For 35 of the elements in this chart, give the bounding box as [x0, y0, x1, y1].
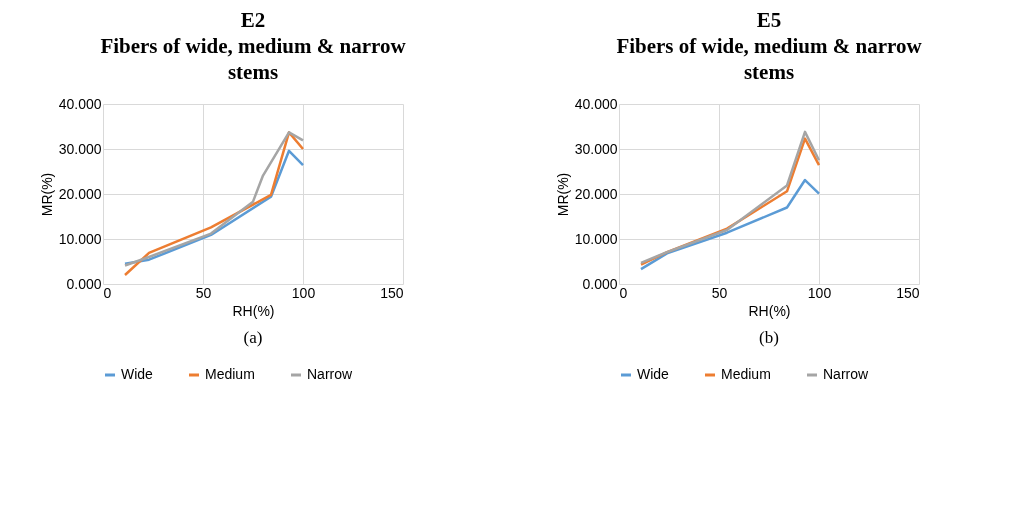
- legend-label: Medium: [205, 366, 255, 382]
- y-tick-label: 20.000: [574, 185, 618, 202]
- y-tick-label: 40.000: [58, 95, 102, 112]
- legend-label: Wide: [637, 366, 670, 382]
- chart-subtitle: Fibers of wide, medium & narrow stems: [616, 34, 923, 84]
- y-axis-title: MR(%): [38, 172, 55, 217]
- x-tick-label: 150: [896, 284, 920, 301]
- x-tick-label: 0: [619, 284, 628, 301]
- x-tick-label: 100: [807, 284, 832, 301]
- legend-label: Narrow: [307, 366, 354, 382]
- chart-title: E5: [756, 8, 782, 32]
- x-tick-label: 100: [291, 284, 316, 301]
- x-tick-label: 50: [711, 284, 728, 301]
- legend-label: Narrow: [823, 366, 870, 382]
- x-axis-title: RH(%): [232, 302, 275, 319]
- y-tick-label: 10.000: [58, 230, 102, 247]
- legend-label: Medium: [721, 366, 771, 382]
- y-tick-label: 20.000: [58, 185, 102, 202]
- y-tick-label: 30.000: [574, 140, 618, 157]
- text: (b): [759, 328, 779, 347]
- line-series: [639, 178, 821, 271]
- chart-subtitle: Fibers of wide, medium & narrow stems: [100, 34, 407, 84]
- y-axis-title: MR(%): [554, 172, 571, 217]
- legend-label: Wide: [121, 366, 154, 382]
- y-tick-label: 0.000: [66, 275, 102, 292]
- y-tick-label: 40.000: [574, 95, 618, 112]
- y-tick-label: 0.000: [582, 275, 618, 292]
- x-tick-label: 0: [103, 284, 112, 301]
- x-tick-label: 150: [380, 284, 404, 301]
- y-tick-label: 10.000: [574, 230, 618, 247]
- text: (a): [243, 328, 263, 347]
- x-axis-title: RH(%): [748, 302, 791, 319]
- x-tick-label: 50: [195, 284, 212, 301]
- chart-title: E2: [240, 8, 266, 32]
- y-tick-label: 30.000: [58, 140, 102, 157]
